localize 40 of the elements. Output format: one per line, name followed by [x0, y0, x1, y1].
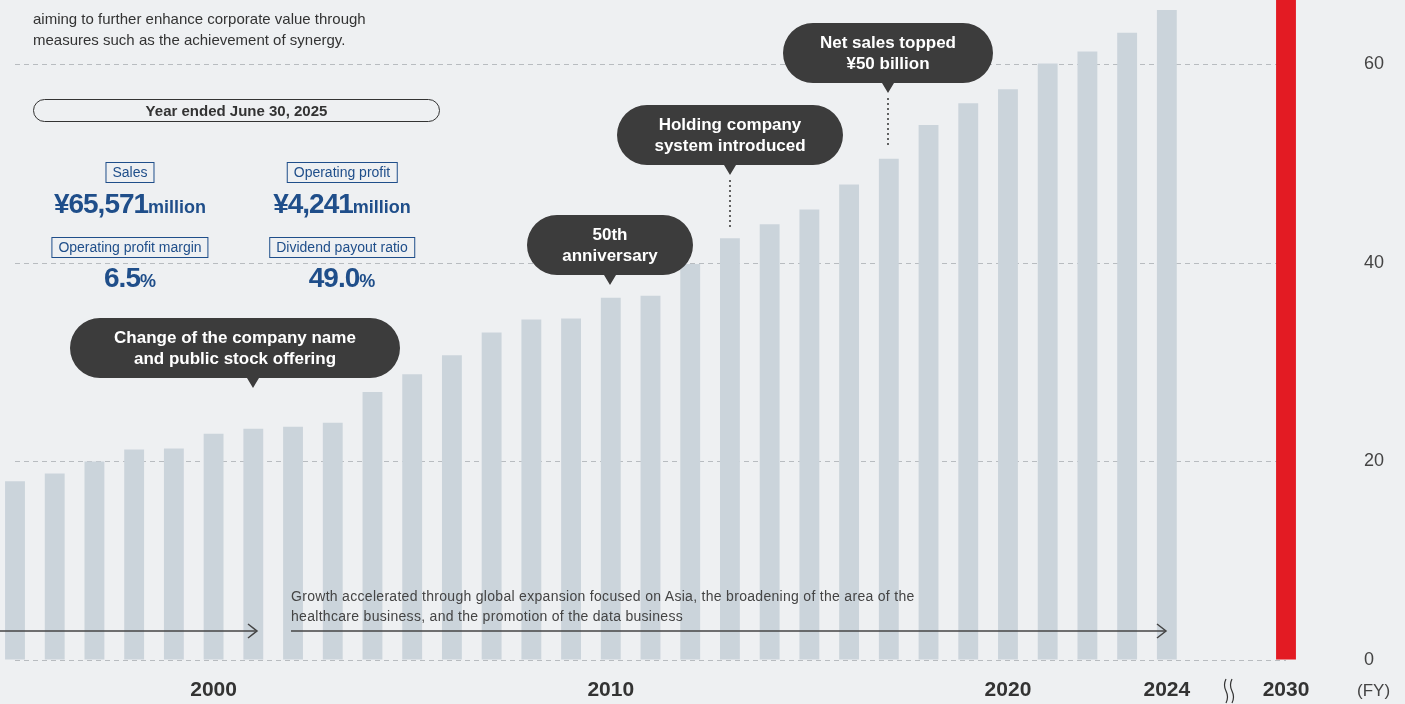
annotation: Growth accelerated through global expansion focused on Asia, the broadening of the area of the healthcare business, and the promotion of the data business — [291, 587, 916, 626]
annotation: aiming to further enhance corporate value through measures such as the achievement of synergy. — [33, 9, 367, 50]
annotation: ¥4,241million — [273, 188, 411, 219]
bar — [203, 433, 224, 660]
bar — [1276, 0, 1296, 660]
annotation: Dividend payout ratio — [269, 237, 415, 258]
bar — [998, 89, 1018, 660]
bar — [799, 209, 820, 660]
annotation: Net sales topped ¥50 billion — [818, 32, 957, 74]
annotation: ¥65,571million — [53, 188, 207, 219]
x-tick-label: 2000 — [190, 677, 237, 701]
bar — [124, 449, 145, 660]
x-tick-label: 2020 — [984, 677, 1032, 701]
annotation: Operating profit margin — [51, 237, 209, 258]
annotation: Sales — [105, 162, 155, 183]
annotation: Change of the company name and public stock offering — [113, 327, 357, 369]
bar — [1037, 63, 1058, 660]
annotation: Holding company system introduced — [653, 114, 807, 156]
bar — [1077, 51, 1098, 660]
bar — [1156, 9, 1177, 660]
y-tick-label: 0 — [1364, 648, 1375, 669]
bar — [243, 428, 264, 660]
annotation: 49.0% — [308, 262, 376, 293]
bar — [5, 481, 25, 660]
annotation: Operating profit — [286, 162, 398, 183]
y-tick-label: 60 — [1364, 53, 1385, 74]
bar — [163, 448, 184, 660]
bar — [1117, 32, 1138, 660]
y-tick-label: 40 — [1364, 251, 1385, 272]
annotation: 50th anniversary — [561, 224, 659, 266]
y-tick-label: 20 — [1364, 450, 1385, 471]
x-tick-label: 2024 — [1143, 677, 1191, 701]
x-tick-label: 2010 — [587, 677, 635, 701]
annotation: 6.5% — [104, 262, 156, 293]
bar — [44, 473, 65, 660]
bar — [918, 125, 939, 660]
bar — [958, 103, 979, 660]
x-tick-label: 2030 — [1262, 677, 1310, 701]
x-axis-title: (FY) — [1357, 681, 1391, 701]
bar — [84, 461, 105, 660]
